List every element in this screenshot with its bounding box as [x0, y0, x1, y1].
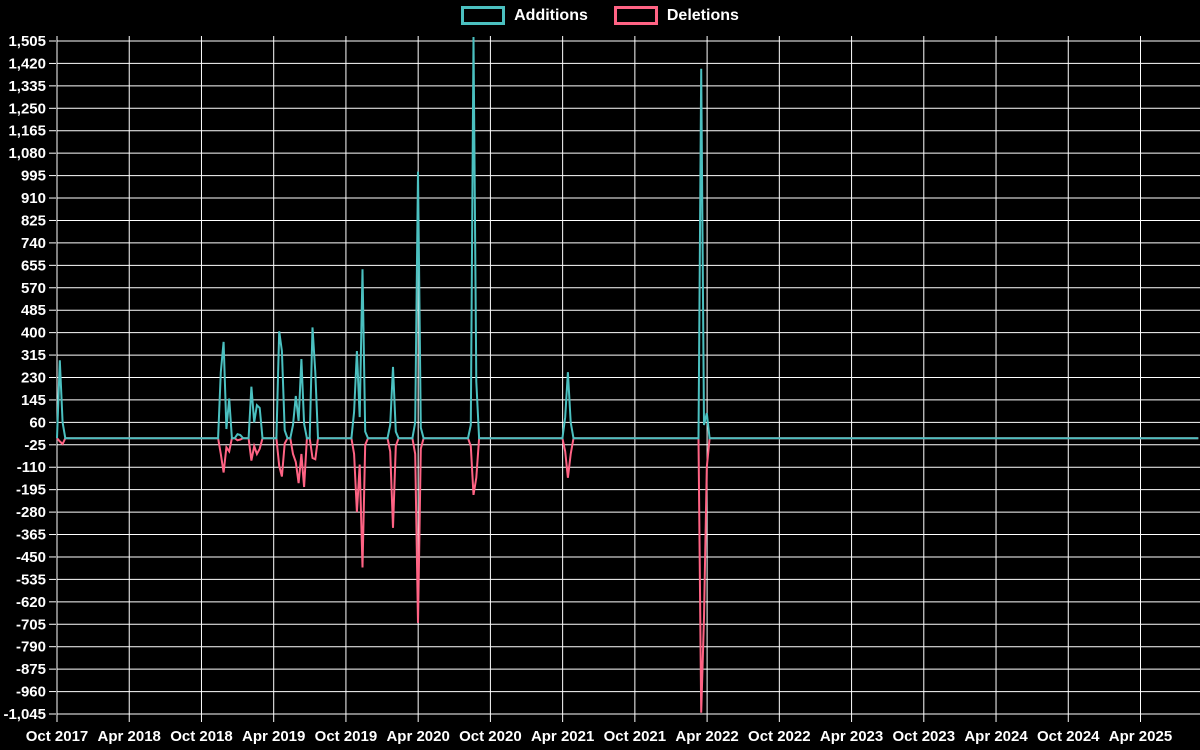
y-tick-label: 485: [21, 302, 46, 319]
y-tick-label: 230: [21, 369, 46, 386]
x-tick-label: Oct 2021: [604, 728, 667, 745]
y-tick-label: 910: [21, 190, 46, 207]
legend-label-additions: Additions: [514, 6, 588, 24]
y-tick-label: 1,420: [8, 55, 46, 72]
x-tick-label: Oct 2019: [315, 728, 378, 745]
additions-line: [56, 36, 1199, 440]
y-tick-label: -365: [16, 527, 46, 544]
y-tick-label: 570: [21, 280, 46, 297]
x-tick-label: Apr 2022: [675, 728, 738, 745]
y-tick-label: -1,045: [3, 706, 46, 723]
y-tick-label: 400: [21, 325, 46, 342]
y-tick-label: -110: [17, 459, 46, 476]
legend-item-additions[interactable]: Additions: [461, 6, 588, 25]
y-tick-label: -280: [16, 504, 46, 521]
x-tick-label: Oct 2024: [1037, 728, 1100, 745]
additions-swatch-icon: [461, 6, 506, 25]
y-tick-label: 1,250: [8, 100, 46, 117]
y-tick-label: -450: [16, 549, 46, 566]
x-tick-label: Oct 2020: [459, 728, 522, 745]
y-tick-label: -960: [16, 684, 46, 701]
deletions-swatch-icon: [613, 6, 658, 25]
x-tick-label: Oct 2022: [748, 728, 811, 745]
y-tick-label: 740: [21, 235, 46, 252]
legend-label-deletions: Deletions: [666, 6, 739, 24]
y-tick-label: -25: [24, 437, 46, 454]
y-tick-label: 825: [21, 212, 46, 229]
x-tick-label: Apr 2023: [820, 728, 883, 745]
y-tick-label: 995: [21, 168, 46, 185]
y-tick-label: 1,165: [8, 123, 46, 140]
y-tick-label: -875: [16, 661, 46, 678]
y-tick-label: -535: [16, 571, 46, 588]
x-tick-label: Oct 2018: [170, 728, 233, 745]
y-tick-label: -705: [16, 616, 46, 633]
y-tick-label: -620: [16, 594, 46, 611]
x-tick-label: Oct 2017: [26, 728, 89, 745]
x-tick-label: Oct 2023: [893, 728, 956, 745]
y-tick-label: 315: [21, 347, 46, 364]
legend-item-deletions[interactable]: Deletions: [613, 6, 739, 25]
x-tick-label: Apr 2025: [1109, 728, 1172, 745]
x-tick-label: Apr 2021: [531, 728, 594, 745]
y-tick-label: -195: [16, 482, 46, 499]
x-tick-label: Apr 2024: [964, 728, 1028, 745]
deletions-line: [56, 437, 1199, 713]
y-tick-label: 60: [29, 414, 46, 431]
x-tick-label: Apr 2019: [242, 728, 305, 745]
y-tick-label: -790: [16, 639, 46, 656]
x-tick-label: Apr 2020: [386, 728, 449, 745]
y-tick-label: 1,080: [8, 145, 46, 162]
y-tick-label: 1,335: [8, 78, 46, 95]
y-tick-label: 145: [21, 392, 46, 409]
y-tick-label: 655: [21, 257, 46, 274]
x-tick-label: Apr 2018: [98, 728, 161, 745]
y-tick-label: 1,505: [8, 33, 46, 50]
chart-legend: Additions Deletions: [0, 6, 1200, 25]
